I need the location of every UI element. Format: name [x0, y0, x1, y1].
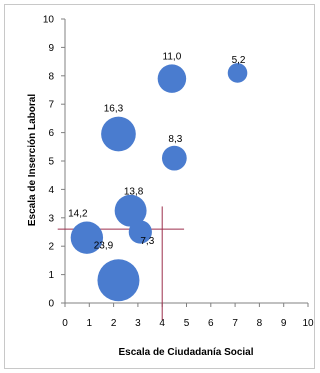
bubble-label: 16,3 — [104, 104, 124, 115]
bubble-label: 11,0 — [163, 51, 182, 62]
x-tick-label: 0 — [62, 318, 68, 329]
x-tick-label: 6 — [208, 318, 214, 329]
x-tick-label: 8 — [257, 318, 263, 329]
x-tick-label: 3 — [135, 318, 141, 329]
y-tick-label: 9 — [48, 43, 54, 54]
axes: 0 1 2 3 4 5 6 7 8 9 10 0 1 2 3 4 5 6 7 8 9 10 — [43, 15, 314, 330]
bubble-label: 13,8 — [124, 187, 144, 198]
bubble — [128, 220, 152, 244]
x-axis-title: Escala de Ciudadanía Social — [118, 347, 253, 358]
y-axis-title: Escala de Inserción Laboral — [27, 94, 38, 226]
y-tick-label: 0 — [48, 299, 54, 310]
y-tick-label: 4 — [48, 185, 54, 196]
bubble — [101, 116, 136, 152]
bubble-label: 23,9 — [94, 240, 114, 251]
bubble — [161, 145, 187, 171]
x-tick-label: 10 — [302, 318, 314, 329]
y-tick-label: 10 — [43, 15, 55, 26]
x-tick-label: 7 — [232, 318, 238, 329]
bubble-label: 8,3 — [168, 134, 182, 145]
x-tick-label: 4 — [159, 318, 165, 329]
y-tick-label: 3 — [48, 213, 54, 224]
y-tick-label: 5 — [48, 157, 54, 168]
bubble-label: 5,2 — [232, 55, 246, 66]
bubble — [70, 221, 104, 254]
bubble — [114, 194, 147, 227]
y-tick-label: 6 — [48, 128, 54, 139]
bubble — [227, 63, 248, 83]
y-tick-label: 8 — [48, 71, 54, 82]
x-tick-label: 5 — [184, 318, 190, 329]
bubble-label: 14,2 — [68, 208, 88, 219]
chart-frame — [4, 4, 315, 369]
bubbles — [70, 63, 248, 302]
y-tick-label: 2 — [48, 242, 54, 253]
y-tick-label: 1 — [48, 270, 54, 281]
x-tick-label: 2 — [111, 318, 117, 329]
bubble — [97, 259, 140, 302]
y-tick-label: 7 — [48, 100, 54, 111]
bubble — [157, 64, 187, 93]
data-labels: 14,2 23,9 16,3 13,8 7,3 11,0 8,3 5,2 — [68, 51, 246, 251]
x-tick-label: 9 — [281, 318, 287, 329]
x-tick-label: 1 — [87, 318, 93, 329]
bubble-label: 7,3 — [140, 236, 154, 247]
